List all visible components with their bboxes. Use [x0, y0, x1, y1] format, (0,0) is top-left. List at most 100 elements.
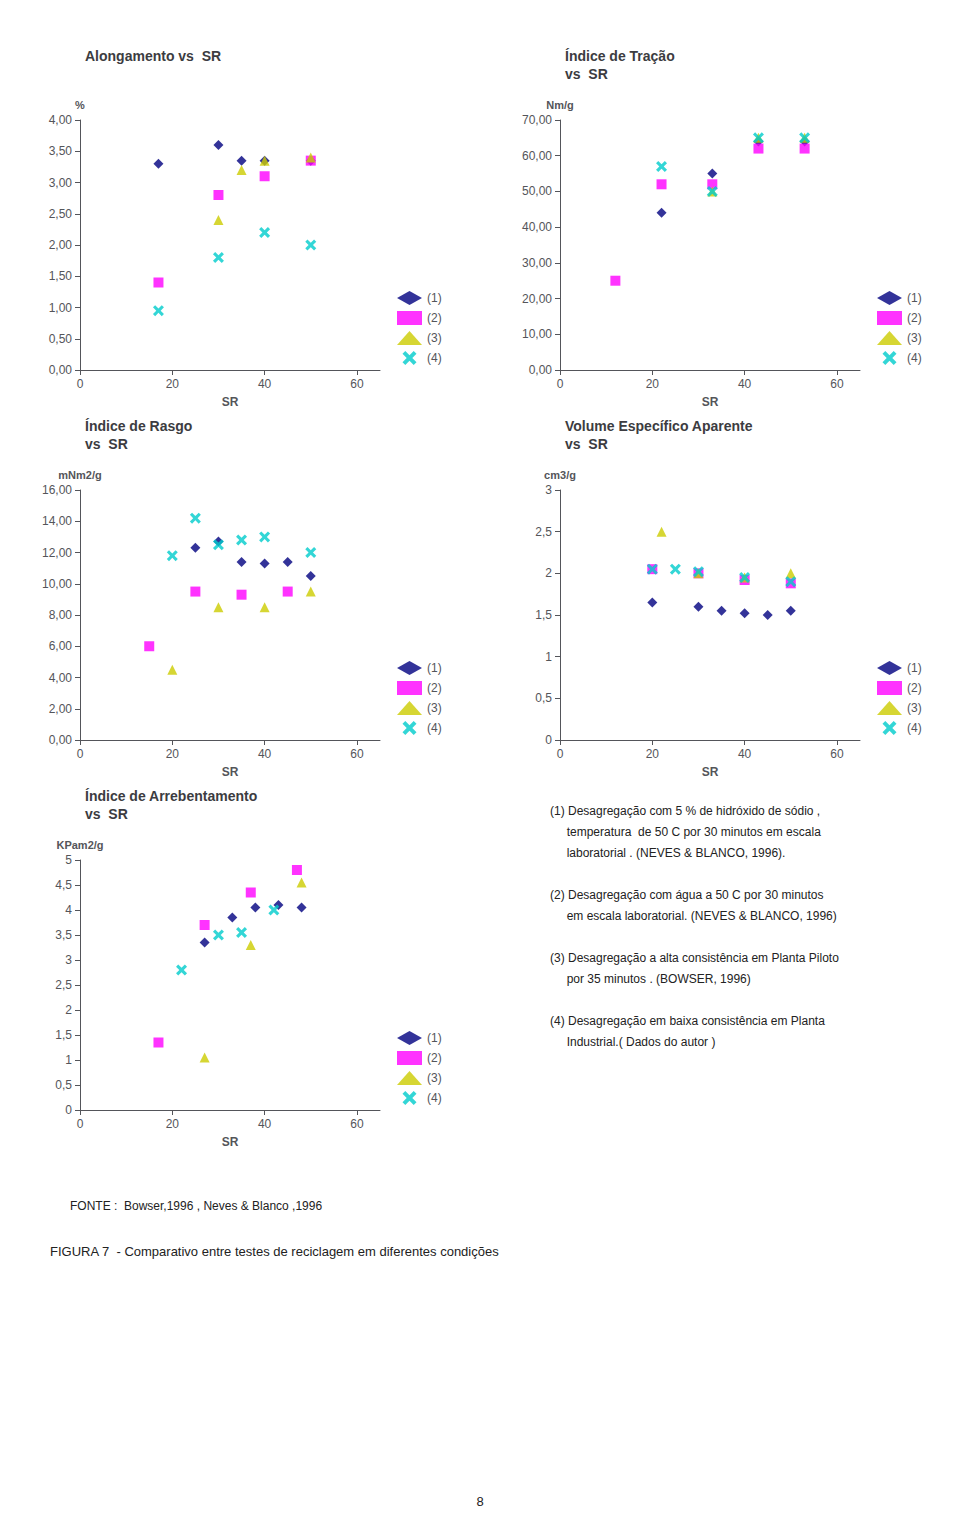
svg-text:2,5: 2,5	[535, 525, 552, 539]
svg-text:(1) Desagregação com 5 % de hi: (1) Desagregação com 5 % de hidróxido de…	[550, 804, 820, 818]
svg-text:SR: SR	[222, 395, 239, 409]
svg-text:(4): (4)	[427, 351, 442, 365]
svg-text:(3): (3)	[907, 701, 922, 715]
svg-text:em escala laboratorial. (NEVES: em escala laboratorial. (NEVES & BLANCO,…	[550, 909, 837, 923]
svg-text:FIGURA 7 - Comparativo entre: FIGURA 7 - Comparativo entre testes de r…	[50, 1244, 499, 1259]
svg-text:(2): (2)	[907, 311, 922, 325]
svg-text:40: 40	[258, 377, 272, 391]
svg-text:2,00: 2,00	[49, 238, 73, 252]
svg-text:16,00: 16,00	[42, 483, 72, 497]
svg-text:0,50: 0,50	[49, 332, 73, 346]
svg-text:6,00: 6,00	[49, 639, 73, 653]
svg-text:40,00: 40,00	[522, 220, 552, 234]
svg-text:0: 0	[77, 1117, 84, 1131]
svg-text:(1): (1)	[907, 661, 922, 675]
svg-text:3,50: 3,50	[49, 144, 73, 158]
svg-text:(3): (3)	[427, 701, 442, 715]
svg-text:40: 40	[738, 747, 752, 761]
svg-text:Nm/g: Nm/g	[546, 99, 574, 111]
svg-text:vs SR: vs SR	[85, 806, 128, 822]
svg-text:(3): (3)	[907, 331, 922, 345]
svg-text:20: 20	[166, 747, 180, 761]
svg-text:(3) Desagregação a alta consis: (3) Desagregação a alta consistência em …	[550, 951, 839, 965]
svg-text:1,50: 1,50	[49, 269, 73, 283]
svg-text:cm3/g: cm3/g	[544, 469, 576, 481]
svg-text:60: 60	[350, 747, 364, 761]
svg-text:Índice de Arrebentamento: Índice de Arrebentamento	[85, 788, 257, 804]
svg-text:50,00: 50,00	[522, 184, 552, 198]
svg-text:0: 0	[545, 733, 552, 747]
svg-text:(1): (1)	[427, 661, 442, 675]
svg-text:SR: SR	[222, 765, 239, 779]
svg-text:0: 0	[65, 1103, 72, 1117]
svg-text:Alongamento vs SR: Alongamento vs SR	[85, 48, 221, 64]
svg-text:(4): (4)	[907, 721, 922, 735]
svg-text:SR: SR	[702, 765, 719, 779]
svg-text:40: 40	[258, 1117, 272, 1131]
svg-text:2: 2	[65, 1003, 72, 1017]
svg-text:1: 1	[65, 1053, 72, 1067]
svg-text:0,00: 0,00	[529, 363, 553, 377]
svg-text:%: %	[75, 99, 85, 111]
svg-text:2,5: 2,5	[55, 978, 72, 992]
svg-text:(1): (1)	[427, 291, 442, 305]
svg-text:3,00: 3,00	[49, 176, 73, 190]
svg-text:laboratorial . (NEVES & BLANCO: laboratorial . (NEVES & BLANCO, 1996).	[550, 846, 785, 860]
svg-text:0: 0	[77, 377, 84, 391]
svg-text:60: 60	[830, 747, 844, 761]
svg-text:20: 20	[646, 747, 660, 761]
svg-text:(3): (3)	[427, 331, 442, 345]
svg-text:(4): (4)	[907, 351, 922, 365]
svg-text:vs SR: vs SR	[565, 66, 608, 82]
svg-text:20: 20	[166, 1117, 180, 1131]
svg-text:Industrial.( Dados do autor ): Industrial.( Dados do autor )	[550, 1035, 715, 1049]
svg-text:2: 2	[545, 566, 552, 580]
svg-text:12,00: 12,00	[42, 546, 72, 560]
svg-text:4: 4	[65, 903, 72, 917]
svg-text:(4) Desagregação em baixa cons: (4) Desagregação em baixa consistência e…	[550, 1014, 825, 1028]
svg-text:vs SR: vs SR	[565, 436, 608, 452]
svg-text:(3): (3)	[427, 1071, 442, 1085]
svg-text:(2): (2)	[427, 311, 442, 325]
svg-text:(2) Desagregação com água a 50: (2) Desagregação com água a 50 C por 30 …	[550, 888, 824, 902]
svg-text:vs SR: vs SR	[85, 436, 128, 452]
svg-text:mNm2/g: mNm2/g	[58, 469, 101, 481]
svg-text:10,00: 10,00	[42, 577, 72, 591]
svg-text:10,00: 10,00	[522, 327, 552, 341]
svg-text:Volume Específico Aparente: Volume Específico Aparente	[565, 418, 753, 434]
svg-text:20: 20	[166, 377, 180, 391]
svg-text:0: 0	[557, 377, 564, 391]
svg-text:(2): (2)	[907, 681, 922, 695]
svg-text:14,00: 14,00	[42, 514, 72, 528]
svg-text:Índice de Rasgo: Índice de Rasgo	[85, 418, 192, 434]
svg-text:SR: SR	[702, 395, 719, 409]
svg-text:20: 20	[646, 377, 660, 391]
svg-text:3: 3	[545, 483, 552, 497]
svg-text:1,00: 1,00	[49, 301, 73, 315]
svg-text:30,00: 30,00	[522, 256, 552, 270]
svg-text:60,00: 60,00	[522, 149, 552, 163]
svg-text:(4): (4)	[427, 721, 442, 735]
svg-text:temperatura de 50 C por 30 mi: temperatura de 50 C por 30 minutos em es…	[550, 825, 821, 839]
svg-text:2,50: 2,50	[49, 207, 73, 221]
svg-text:4,00: 4,00	[49, 671, 73, 685]
svg-text:(1): (1)	[907, 291, 922, 305]
svg-text:3: 3	[65, 953, 72, 967]
svg-text:4,5: 4,5	[55, 878, 72, 892]
svg-text:1,5: 1,5	[535, 608, 552, 622]
svg-text:por 35 minutos . (BOWSER, 1996: por 35 minutos . (BOWSER, 1996)	[550, 972, 751, 986]
svg-text:3,5: 3,5	[55, 928, 72, 942]
svg-text:60: 60	[350, 1117, 364, 1131]
svg-text:2,00: 2,00	[49, 702, 73, 716]
svg-text:0,00: 0,00	[49, 363, 73, 377]
svg-text:0: 0	[77, 747, 84, 761]
svg-text:(2): (2)	[427, 681, 442, 695]
svg-text:0,00: 0,00	[49, 733, 73, 747]
svg-text:8,00: 8,00	[49, 608, 73, 622]
svg-text:40: 40	[258, 747, 272, 761]
svg-text:SR: SR	[222, 1135, 239, 1149]
svg-text:FONTE : Bowser,1996 , Neves &: FONTE : Bowser,1996 , Neves & Blanco ,19…	[70, 1199, 322, 1213]
svg-text:(1): (1)	[427, 1031, 442, 1045]
svg-text:1,5: 1,5	[55, 1028, 72, 1042]
svg-text:0,5: 0,5	[55, 1078, 72, 1092]
